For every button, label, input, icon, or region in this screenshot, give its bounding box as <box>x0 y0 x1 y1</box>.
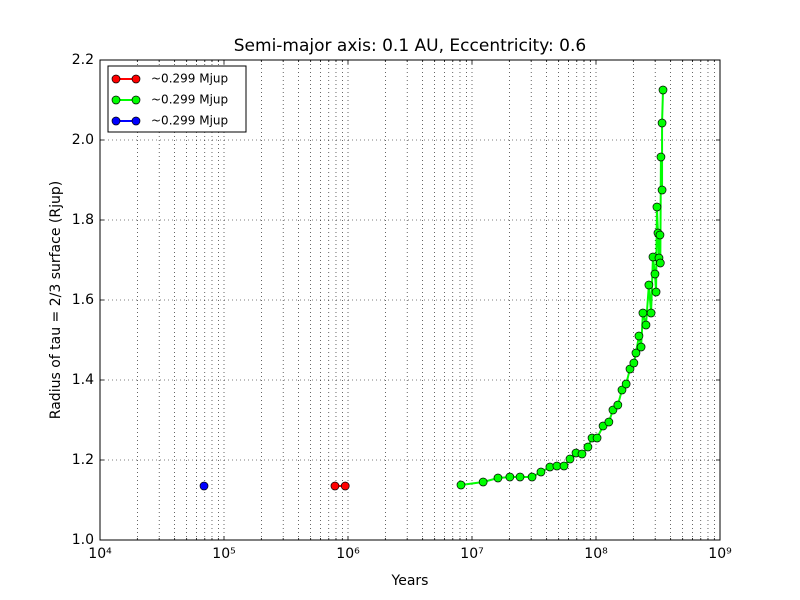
data-point <box>604 417 614 427</box>
y-tick-label: 1.4 <box>72 372 94 388</box>
data-point <box>655 258 665 268</box>
y-tick-label: 1.2 <box>72 452 94 468</box>
chart-title: Semi-major axis: 0.1 AU, Eccentricity: 0… <box>234 36 586 56</box>
data-point <box>583 442 593 452</box>
data-point <box>638 308 648 318</box>
legend-marker <box>111 116 121 126</box>
y-tick-label: 2.2 <box>72 52 94 68</box>
data-point <box>631 348 641 358</box>
data-point <box>505 472 515 482</box>
data-point <box>655 230 665 240</box>
data-point <box>656 152 666 162</box>
x-axis-label: Years <box>391 573 429 589</box>
data-point <box>652 202 662 212</box>
data-point <box>577 449 587 459</box>
legend-label: ~0.299 Mjup <box>151 72 228 86</box>
data-point <box>613 400 623 410</box>
legend-marker <box>111 74 121 84</box>
data-point <box>641 320 651 330</box>
data-point <box>636 342 646 352</box>
legend-marker <box>131 74 141 84</box>
data-point <box>478 477 488 487</box>
data-point <box>515 472 525 482</box>
data-point <box>657 185 667 195</box>
data-point <box>330 481 340 491</box>
data-point <box>617 385 627 395</box>
x-tick-label: 10⁸ <box>584 546 608 562</box>
data-point <box>644 280 654 290</box>
y-tick-label: 1.0 <box>72 532 94 548</box>
data-point <box>493 473 503 483</box>
legend-marker <box>131 116 141 126</box>
legend: ~0.299 Mjup ~0.299 Mjup ~0.299 Mjup <box>107 65 247 133</box>
data-point <box>199 481 209 491</box>
data-point <box>592 433 602 443</box>
data-point <box>565 454 575 464</box>
legend-label: ~0.299 Mjup <box>151 93 228 107</box>
data-point <box>536 467 546 477</box>
data-point <box>629 358 639 368</box>
plot-frame <box>99 59 721 541</box>
data-point <box>634 331 644 341</box>
data-point <box>646 308 656 318</box>
data-point <box>650 269 660 279</box>
data-point <box>658 85 668 95</box>
legend-marker <box>111 95 121 105</box>
y-axis-label: Radius of tau = 2/3 surface (Rjup) <box>48 181 64 419</box>
x-tick-label: 10⁷ <box>460 546 483 562</box>
y-tick-label: 1.6 <box>72 292 94 308</box>
data-point <box>527 472 537 482</box>
y-tick-label: 2.0 <box>72 132 94 148</box>
data-point <box>657 118 667 128</box>
x-tick-label: 10⁶ <box>336 546 360 562</box>
data-point <box>651 287 661 297</box>
y-tick-label: 1.8 <box>72 212 94 228</box>
data-point <box>625 364 635 374</box>
x-tick-label: 10⁵ <box>212 546 235 562</box>
legend-marker <box>131 95 141 105</box>
data-point <box>340 481 350 491</box>
data-point <box>456 480 466 490</box>
legend-label: ~0.299 Mjup <box>151 114 228 128</box>
data-point <box>621 379 631 389</box>
x-tick-label: 10⁹ <box>708 546 732 562</box>
x-tick-label: 10⁴ <box>88 546 112 562</box>
data-point <box>559 461 569 471</box>
